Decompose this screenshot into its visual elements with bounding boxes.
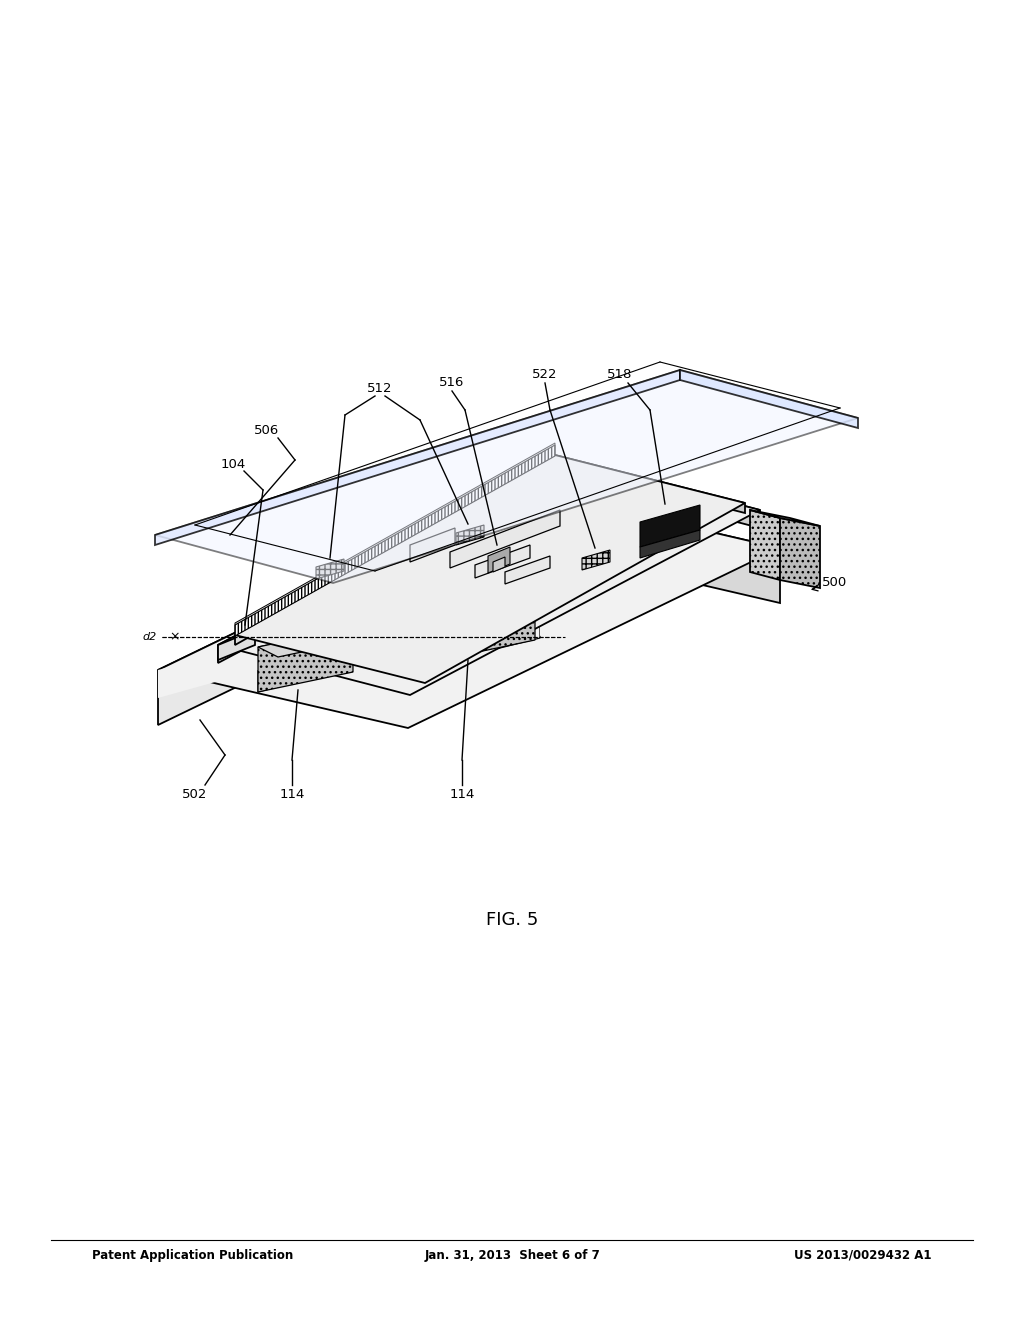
Polygon shape (410, 528, 455, 562)
Polygon shape (750, 510, 780, 579)
Polygon shape (540, 583, 640, 636)
Text: 502: 502 (182, 788, 208, 801)
Polygon shape (440, 616, 540, 663)
Polygon shape (640, 531, 700, 558)
Polygon shape (258, 643, 358, 692)
Text: 114: 114 (450, 788, 475, 801)
Polygon shape (488, 546, 510, 573)
Text: 104: 104 (220, 458, 246, 471)
Polygon shape (158, 490, 530, 725)
Polygon shape (218, 459, 760, 696)
Polygon shape (456, 525, 484, 545)
Text: Jan. 31, 2013  Sheet 6 of 7: Jan. 31, 2013 Sheet 6 of 7 (424, 1249, 600, 1262)
Polygon shape (460, 537, 550, 609)
Text: 512: 512 (368, 381, 393, 395)
Polygon shape (780, 517, 820, 587)
Polygon shape (234, 455, 745, 682)
Text: Patent Application Publication: Patent Application Publication (92, 1249, 293, 1262)
Polygon shape (450, 510, 560, 568)
Text: ×: × (170, 631, 180, 644)
Text: 522: 522 (532, 367, 558, 380)
Polygon shape (234, 445, 555, 636)
Polygon shape (158, 490, 780, 729)
Polygon shape (316, 558, 344, 579)
Polygon shape (158, 643, 258, 698)
Polygon shape (270, 578, 360, 649)
Polygon shape (234, 455, 555, 645)
Text: 506: 506 (254, 424, 280, 437)
Text: 516: 516 (439, 375, 465, 388)
Polygon shape (493, 557, 505, 572)
Polygon shape (555, 455, 745, 513)
Text: 500: 500 (822, 576, 847, 589)
Polygon shape (360, 614, 440, 663)
Polygon shape (475, 545, 530, 578)
Text: FIG. 5: FIG. 5 (485, 911, 539, 929)
Polygon shape (234, 444, 555, 634)
Text: d2: d2 (142, 632, 157, 642)
Polygon shape (568, 459, 760, 528)
Polygon shape (505, 556, 550, 583)
Polygon shape (680, 370, 858, 428)
Polygon shape (582, 550, 610, 570)
Polygon shape (640, 506, 700, 546)
Polygon shape (440, 595, 535, 660)
Polygon shape (258, 627, 353, 692)
Polygon shape (750, 510, 820, 525)
Polygon shape (530, 490, 780, 603)
Text: US 2013/0029432 A1: US 2013/0029432 A1 (795, 1249, 932, 1262)
Polygon shape (155, 370, 858, 583)
Polygon shape (155, 370, 680, 545)
Polygon shape (258, 627, 373, 657)
Polygon shape (218, 630, 255, 660)
Text: 114: 114 (280, 788, 305, 801)
Text: 518: 518 (607, 367, 633, 380)
Polygon shape (440, 595, 555, 624)
Polygon shape (218, 459, 568, 663)
